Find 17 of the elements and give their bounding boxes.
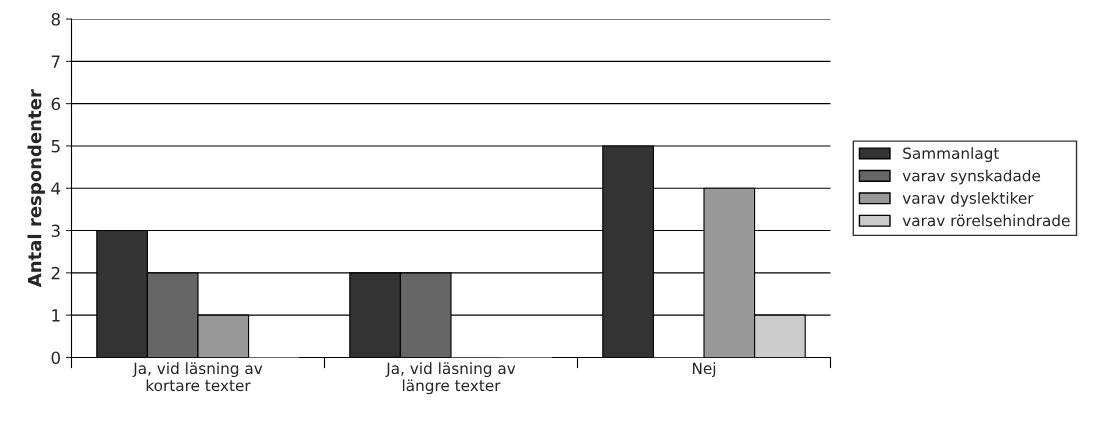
x-tick-label: Nej: [692, 362, 716, 378]
y-tick-label: 7: [51, 55, 60, 68]
x-tick-label: Ja, vid läsning av kortare texter: [132, 362, 263, 392]
y-tick-label: 3: [51, 224, 60, 238]
x-tick-label: Ja, vid läsning av längre texter: [385, 362, 516, 395]
y-axis-title: Antal respondenter: [27, 89, 45, 288]
y-tick-label: 8: [51, 13, 60, 26]
y-tick-label: 2: [51, 266, 60, 280]
y-tick-label: 6: [51, 97, 61, 111]
y-tick-label: 5: [51, 140, 60, 153]
y-tick-label: 0: [51, 351, 60, 364]
legend-label: varav rörelsehindrade: [902, 214, 1070, 227]
y-tick-label: 1: [52, 309, 60, 322]
legend-label: varav synskadade: [902, 169, 1041, 185]
legend-label: varav dyslektiker: [902, 192, 1034, 207]
legend-label: Sammanlagt: [903, 147, 1000, 162]
y-tick-label: 4: [51, 182, 61, 195]
